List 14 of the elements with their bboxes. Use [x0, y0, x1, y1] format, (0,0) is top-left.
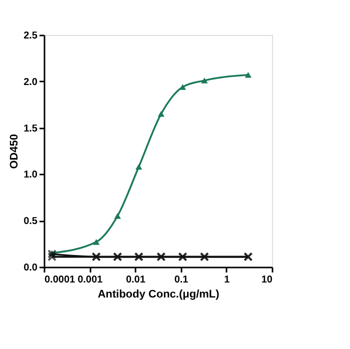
y-tick-label: 2.5	[24, 30, 38, 42]
y-tick-label: 0.5	[24, 216, 38, 228]
y-tick-label: 1.5	[24, 123, 38, 134]
x-tick-label: 0.001	[78, 274, 104, 286]
x-tick-label: 0.1	[174, 274, 189, 286]
y-axis-title: OD450	[8, 134, 21, 169]
x-tick-label: 10	[261, 274, 273, 286]
y-tick-label: 0.0	[24, 262, 38, 274]
y-tick-label: 1.0	[24, 170, 38, 181]
x-axis-title: Antibody Conc.(μg/mL)	[98, 288, 220, 300]
x-tick-label: 1	[224, 274, 230, 286]
x-tick-label: 0.0001	[44, 274, 76, 286]
x-tick-label: 0.01	[126, 274, 146, 286]
y-tick-label: 2.0	[24, 76, 38, 88]
